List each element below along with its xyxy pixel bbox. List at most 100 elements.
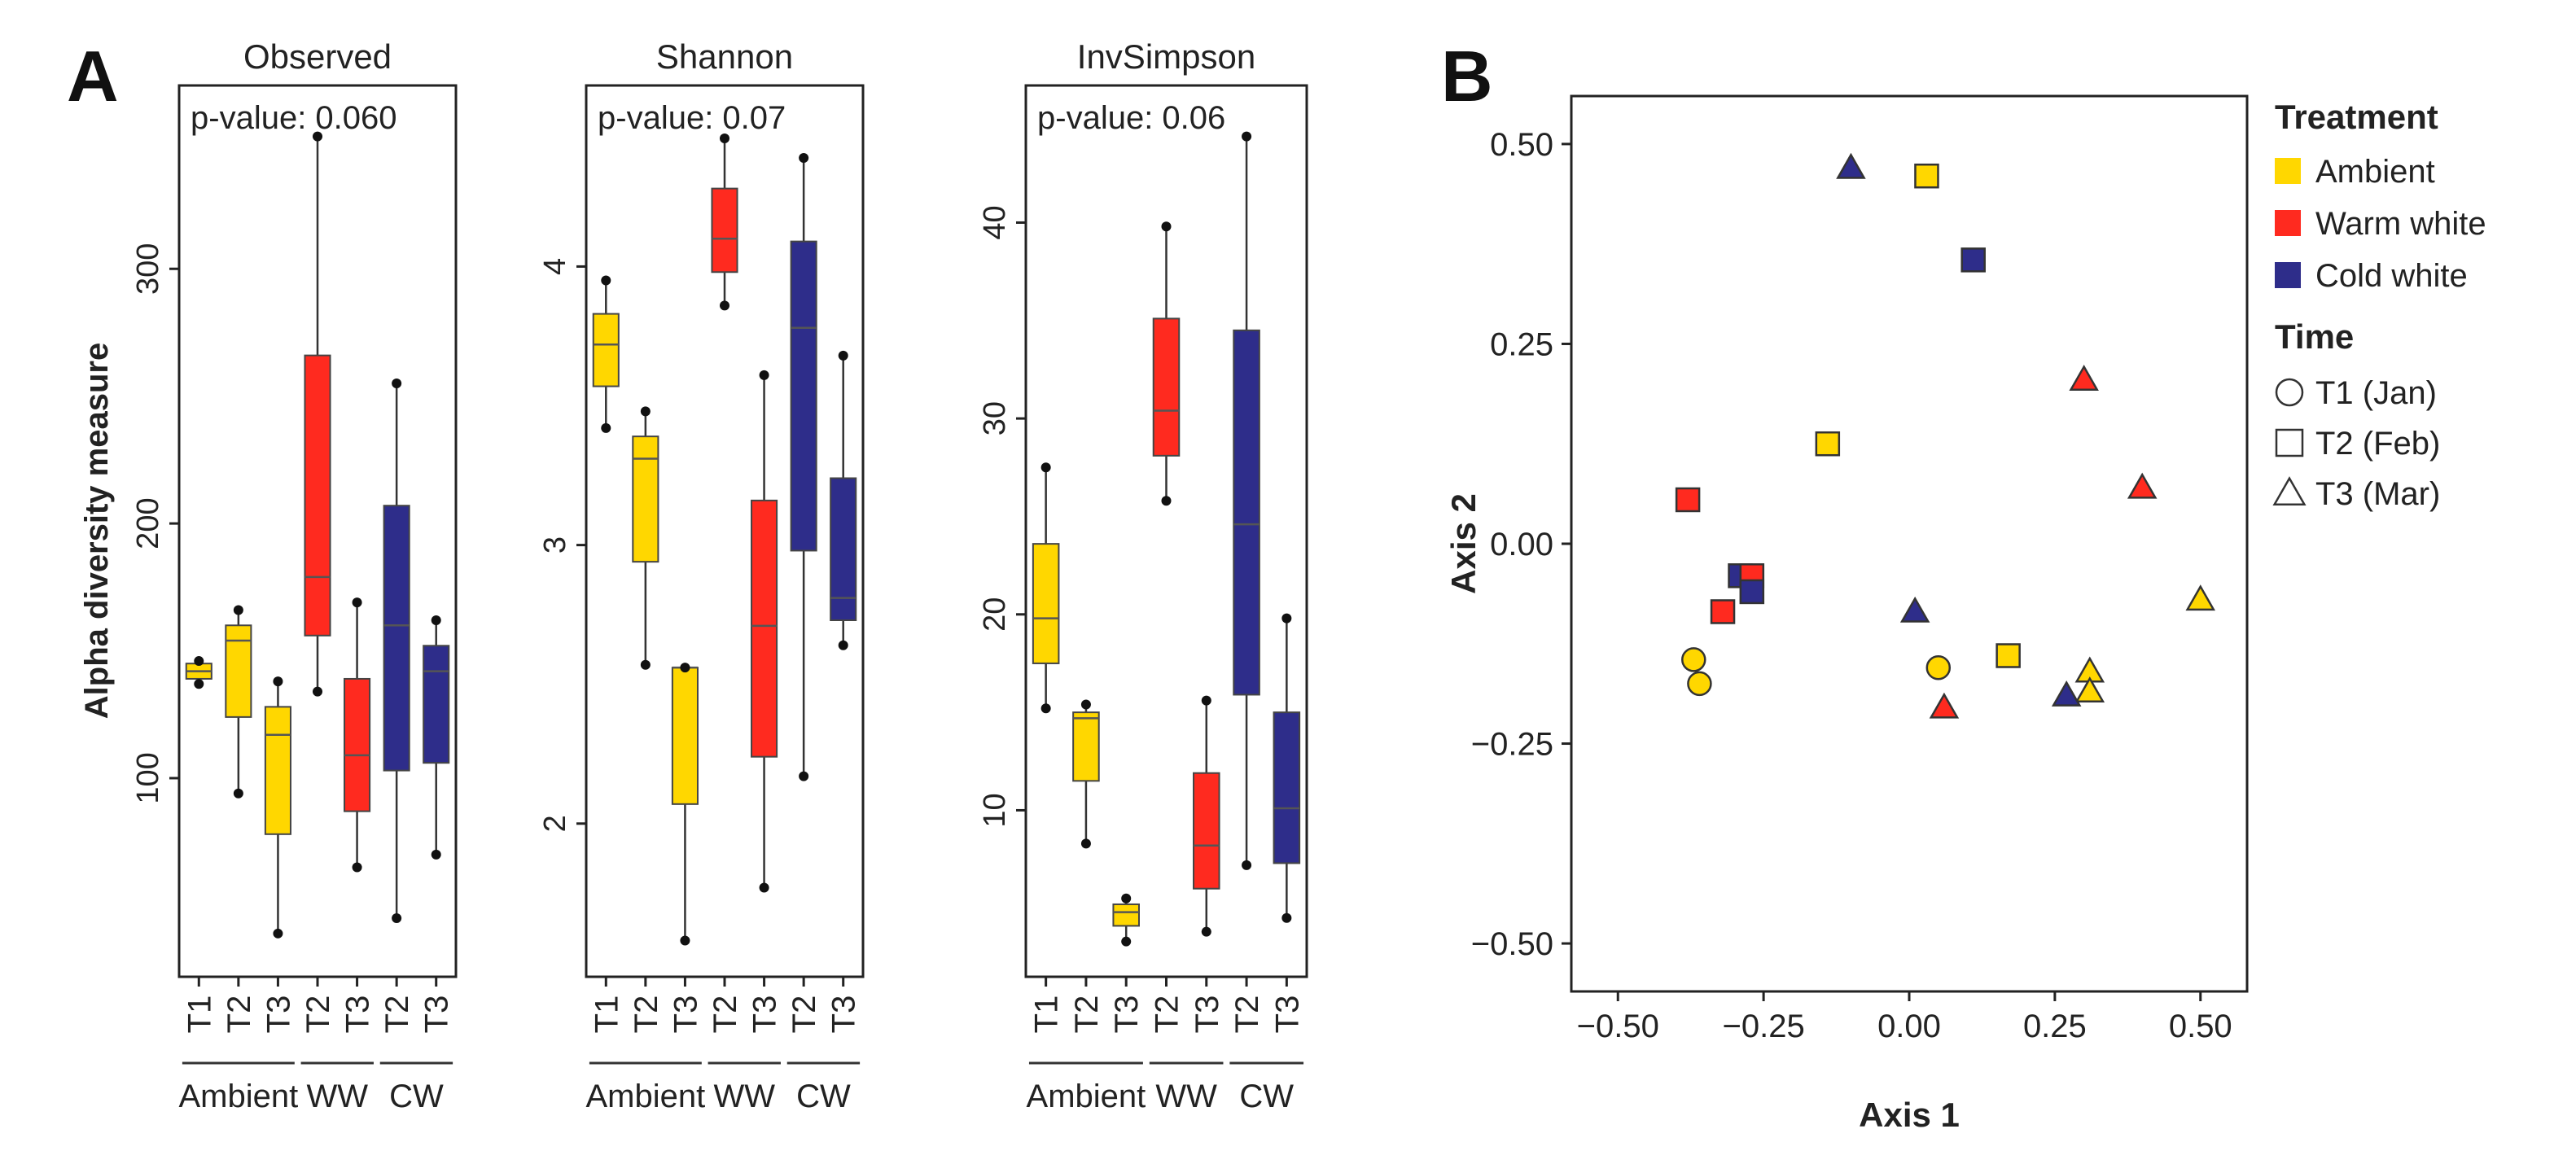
scatter-point — [1815, 431, 1841, 457]
box-t3 — [1112, 893, 1140, 947]
group-label: Ambient — [1027, 1079, 1146, 1114]
x-tick-label: T1 — [589, 996, 624, 1034]
box-t1 — [185, 656, 212, 689]
outlier-point — [431, 849, 441, 860]
box-iqr — [711, 187, 738, 273]
outlier-point — [273, 928, 283, 939]
box-iqr — [592, 313, 620, 387]
scatter-point — [1675, 487, 1701, 513]
scatter-point — [1914, 163, 1939, 189]
box-t2 — [711, 133, 738, 311]
outlier-point — [1121, 936, 1132, 947]
box-iqr — [264, 706, 291, 835]
outlier-point — [1080, 699, 1091, 710]
outlier-point — [431, 615, 441, 625]
outlier-point — [1080, 838, 1091, 849]
box-t2 — [304, 131, 331, 697]
group-label: Ambient — [585, 1079, 705, 1114]
outlier-point — [680, 935, 690, 946]
legend-swatch — [2275, 210, 2301, 236]
outlier-point — [392, 913, 402, 924]
panel-title: InvSimpson — [1077, 37, 1255, 76]
x-tick-label: −0.50 — [1577, 1009, 1659, 1044]
legend-time-label: T1 (Jan) — [2315, 375, 2437, 411]
x-tick-label: T3 — [826, 996, 862, 1034]
x-tick-label: T3 — [1269, 996, 1305, 1034]
box-iqr — [225, 624, 252, 718]
outlier-point — [1201, 926, 1211, 937]
box-iqr — [1152, 317, 1181, 457]
group-label: CW — [796, 1079, 851, 1114]
x-tick-label: 0.50 — [2169, 1009, 2232, 1044]
y-tick-label: 10 — [978, 793, 1012, 827]
outlier-point — [759, 882, 769, 893]
group-label: CW — [389, 1079, 444, 1114]
outlier-point — [838, 350, 848, 361]
outlier-point — [194, 656, 204, 667]
outlier-point — [799, 152, 809, 163]
legend-time-title: Time — [2275, 317, 2354, 356]
x-tick-label: −0.25 — [1723, 1009, 1805, 1044]
x-tick-label: T3 — [1109, 996, 1145, 1034]
x-tick-label: T2 — [300, 996, 336, 1034]
box-iqr — [304, 354, 331, 637]
scatter-point — [1996, 643, 2021, 668]
x-tick-label: T2 — [1150, 996, 1185, 1034]
y-axis-title: Axis 2 — [1444, 493, 1483, 594]
outlier-point — [720, 300, 729, 311]
y-axis-title: Alpha diversity measure — [79, 343, 115, 719]
outlier-point — [640, 406, 651, 417]
legend-shape-icon — [2272, 476, 2307, 506]
box-iqr — [1193, 772, 1220, 890]
box-iqr — [344, 677, 371, 812]
scatter-point — [1836, 152, 1866, 179]
x-tick-label: T1 — [182, 996, 217, 1034]
x-tick-label: T3 — [668, 996, 703, 1034]
box-iqr — [790, 240, 817, 552]
y-tick-label: 100 — [131, 752, 165, 803]
box-t3 — [751, 370, 778, 893]
x-tick-label: T2 — [629, 996, 664, 1034]
y-tick-label: 0.25 — [1490, 326, 1553, 362]
outlier-point — [1242, 860, 1252, 870]
legend-treatment-label: Cold white — [2315, 258, 2468, 294]
panel-label-a: A — [67, 36, 119, 116]
panel-label-b: B — [1441, 36, 1493, 116]
scatter-frame — [1570, 94, 2249, 993]
box-t2 — [1233, 131, 1260, 870]
y-tick-label: 40 — [978, 205, 1012, 239]
legend-shape-icon — [2275, 428, 2304, 457]
ordination-scatter: −0.50 −0.25 0.00 0.25 0.50 0.50 0.25 0.00 −0.25 −… — [1444, 94, 2486, 1134]
y-tick-label: 0.50 — [1490, 127, 1553, 163]
outlier-point — [1281, 912, 1292, 923]
scatter-point — [1710, 599, 1736, 624]
scatter-point — [1687, 671, 1712, 697]
outlier-point — [680, 663, 690, 673]
box-iqr — [671, 667, 699, 805]
box-t2 — [790, 152, 817, 781]
box-iqr — [1233, 329, 1260, 696]
p-value-annotation: p-value: 0.06 — [1037, 100, 1225, 136]
outlier-point — [1281, 613, 1292, 624]
legend-treatment-label: Warm white — [2315, 206, 2486, 242]
outlier-point — [313, 131, 322, 142]
group-label: CW — [1239, 1079, 1294, 1114]
x-axis-title: Axis 1 — [1859, 1096, 1960, 1134]
outlier-point — [194, 679, 204, 689]
legend-treatment-label: Ambient — [2315, 154, 2435, 190]
x-tick-label: T2 — [379, 996, 415, 1034]
x-tick-label: T2 — [708, 996, 743, 1034]
x-tick-label: T3 — [261, 996, 296, 1034]
x-tick-label: T2 — [786, 996, 822, 1034]
y-tick-label: −0.50 — [1471, 926, 1553, 962]
box-iqr — [1112, 903, 1140, 927]
scatter-point — [2185, 584, 2216, 611]
legend-shape-icon — [2275, 378, 2304, 407]
outlier-point — [1242, 131, 1252, 142]
panel-frame — [1024, 84, 1308, 978]
outlier-point — [1040, 703, 1051, 714]
box-t3 — [830, 350, 857, 650]
